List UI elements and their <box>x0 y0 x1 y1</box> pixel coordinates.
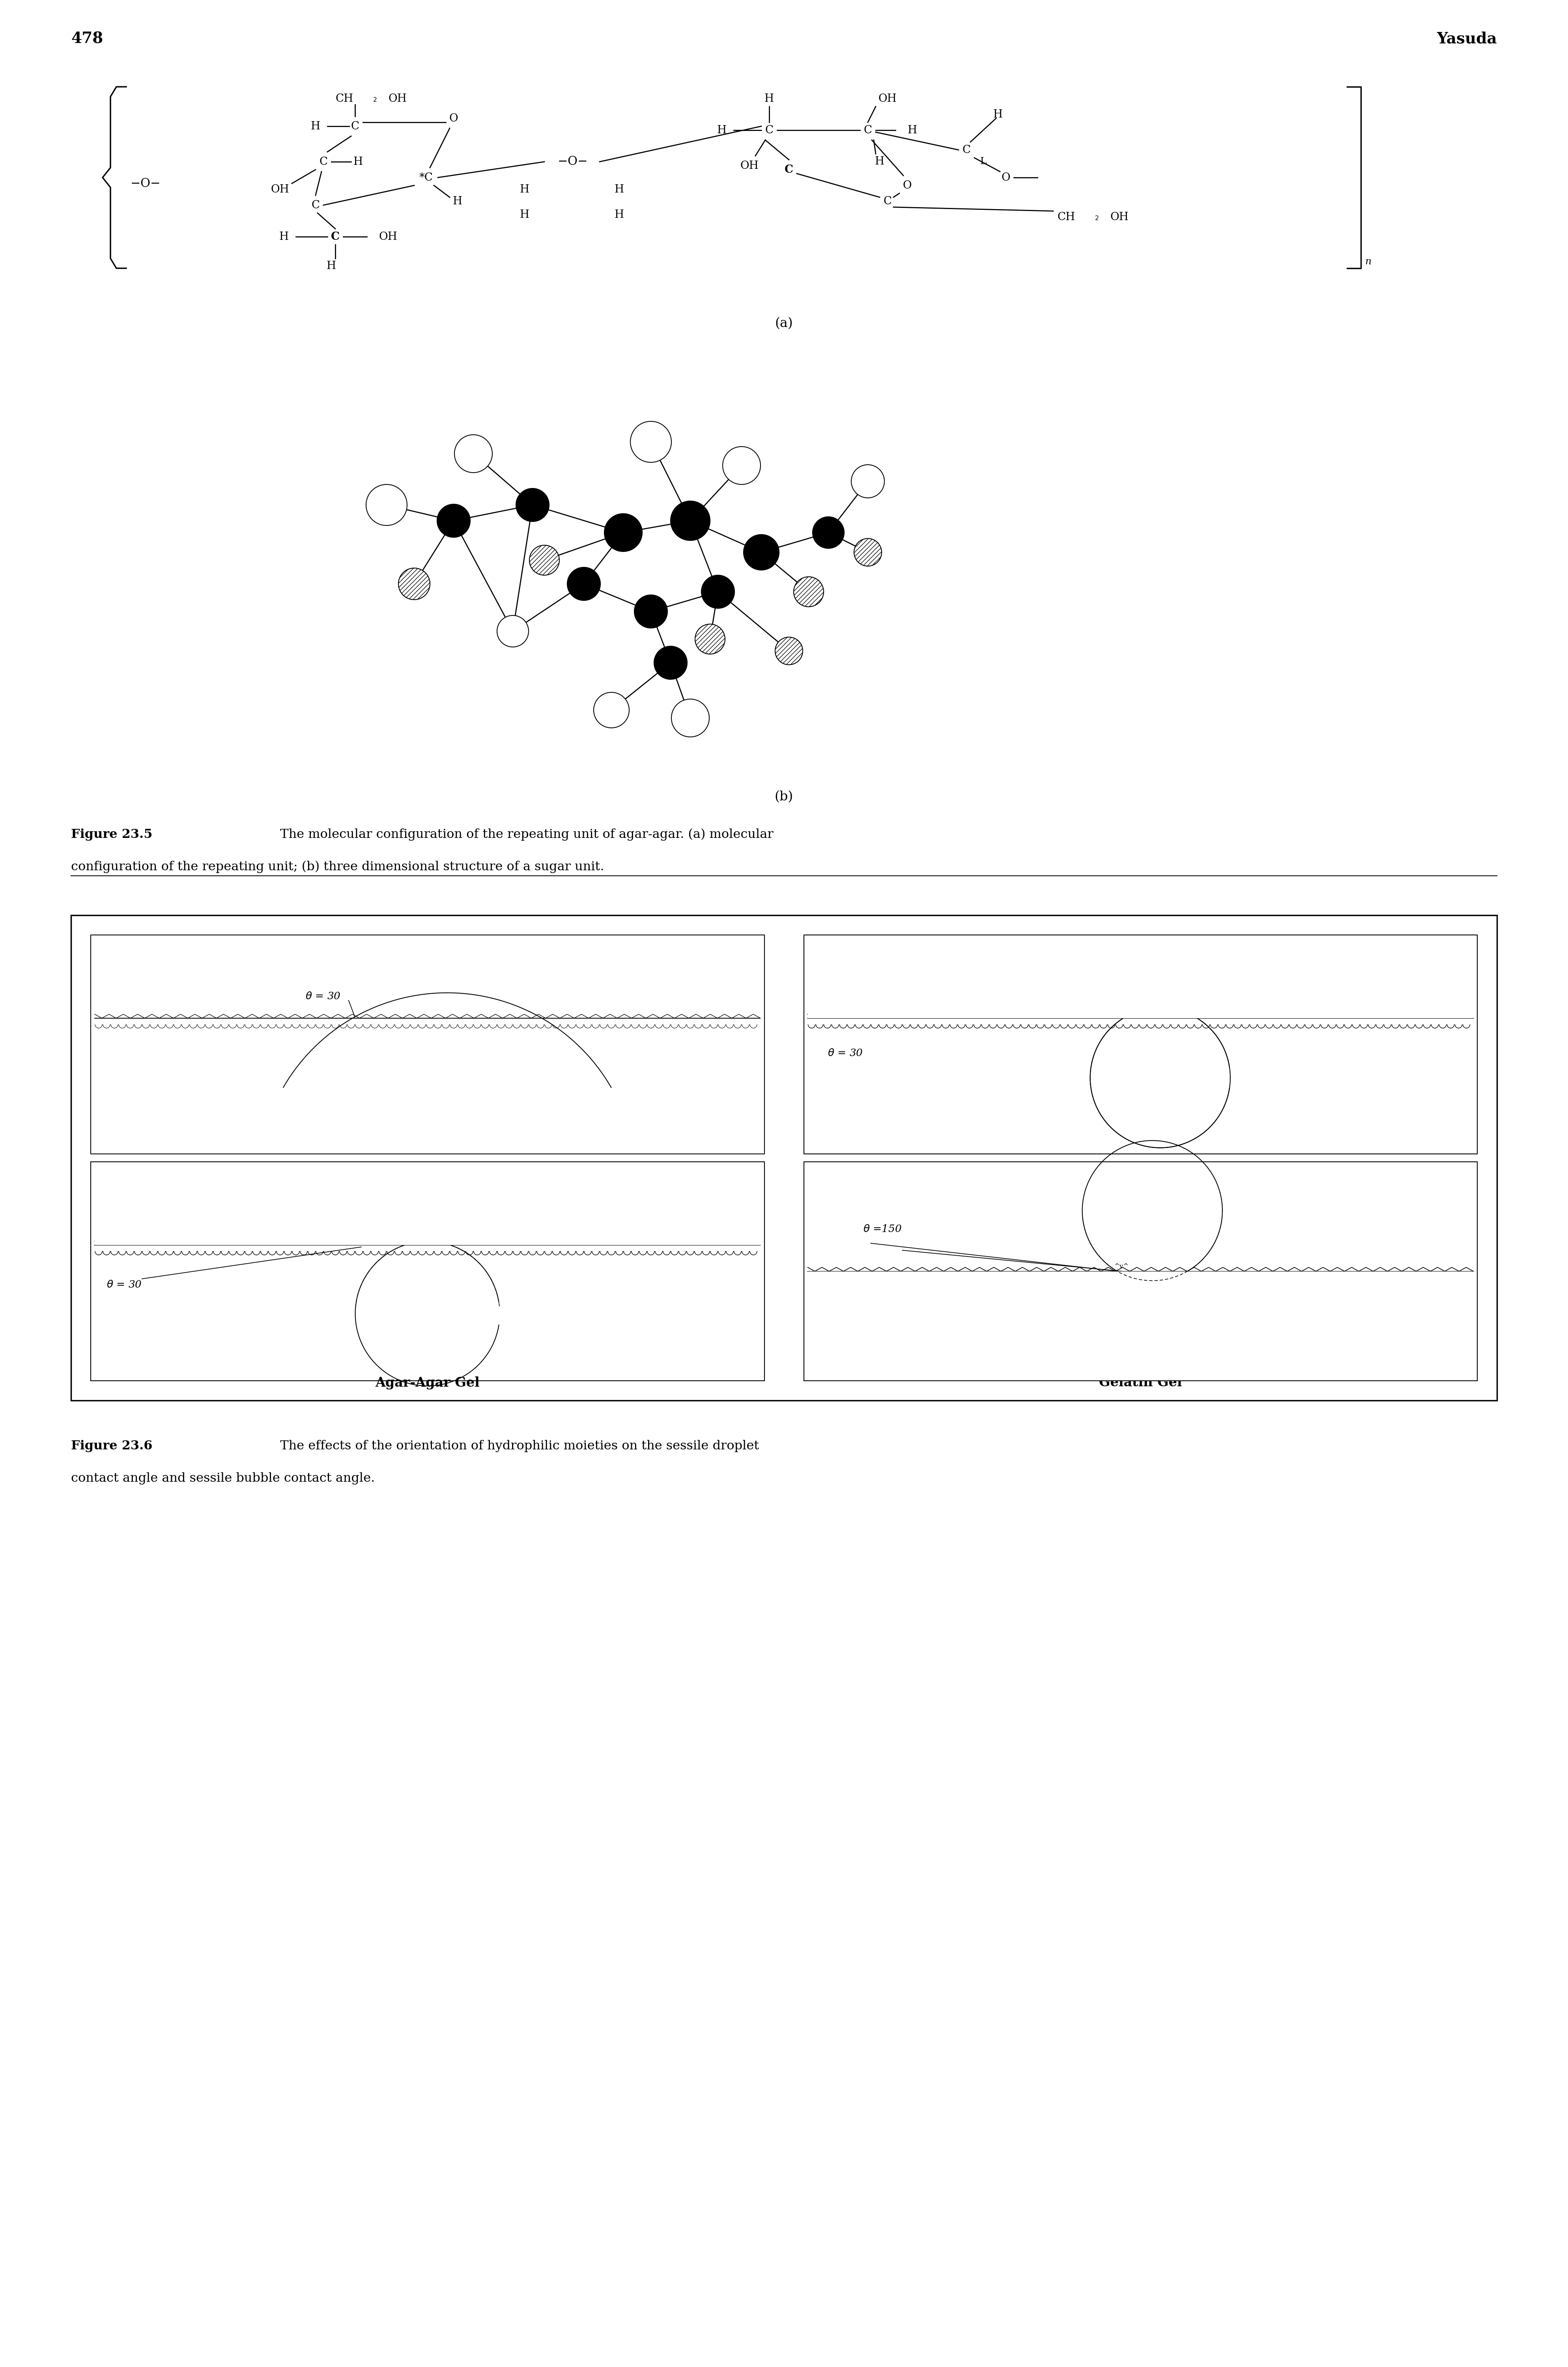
Text: H: H <box>326 260 336 272</box>
Text: H: H <box>717 125 726 135</box>
Text: configuration of the repeating unit; (b) three dimensional structure of a sugar : configuration of the repeating unit; (b)… <box>71 862 604 873</box>
Text: O: O <box>903 180 911 192</box>
Circle shape <box>497 615 528 646</box>
Text: $-$O$-$: $-$O$-$ <box>557 156 586 168</box>
Text: C: C <box>312 199 320 211</box>
Text: OH: OH <box>379 232 397 241</box>
Text: CH: CH <box>336 92 353 104</box>
Text: C: C <box>765 125 773 135</box>
Text: H: H <box>993 109 1004 121</box>
Bar <box>808 935 1474 1018</box>
Text: H: H <box>765 92 775 104</box>
Bar <box>804 1162 1477 1380</box>
Circle shape <box>365 485 408 525</box>
Circle shape <box>398 568 430 599</box>
Text: C: C <box>784 163 793 175</box>
Circle shape <box>630 421 671 462</box>
Circle shape <box>437 504 470 537</box>
Text: H: H <box>875 156 884 168</box>
Text: $\theta$ = 30: $\theta$ = 30 <box>828 1049 862 1058</box>
Text: *C: *C <box>419 173 433 182</box>
Text: Gelatin Gel: Gelatin Gel <box>1099 1375 1182 1389</box>
Bar <box>71 916 1497 1401</box>
Text: H: H <box>615 211 624 220</box>
Bar <box>91 1162 764 1380</box>
Text: C: C <box>320 156 328 168</box>
Text: The effects of the orientation of hydrophilic moieties on the sessile droplet: The effects of the orientation of hydrop… <box>273 1439 759 1451</box>
Text: H: H <box>521 185 530 194</box>
Text: $\theta$ = 30: $\theta$ = 30 <box>107 1281 141 1290</box>
Text: H: H <box>615 185 624 194</box>
Circle shape <box>455 436 492 473</box>
Circle shape <box>855 540 881 566</box>
Bar <box>91 935 764 1155</box>
Text: Agar-Agar Gel: Agar-Agar Gel <box>375 1375 480 1389</box>
Text: $-$O$-$: $-$O$-$ <box>130 178 160 189</box>
Text: Figure 23.5: Figure 23.5 <box>71 828 152 840</box>
Text: (a): (a) <box>775 317 793 329</box>
Text: OH: OH <box>1110 211 1129 222</box>
Text: $_2$: $_2$ <box>1094 213 1099 222</box>
Text: O: O <box>448 114 458 123</box>
Bar <box>804 935 1477 1155</box>
Bar <box>804 1162 1477 1380</box>
Bar <box>804 935 1477 1155</box>
Circle shape <box>516 488 549 521</box>
Text: L: L <box>980 156 986 166</box>
Text: C: C <box>331 232 340 241</box>
Text: OH: OH <box>389 92 408 104</box>
Text: C: C <box>864 125 872 135</box>
Text: n: n <box>1364 258 1370 267</box>
Circle shape <box>851 464 884 497</box>
Text: H: H <box>310 121 320 133</box>
Text: $\theta$ = 30: $\theta$ = 30 <box>306 992 340 1001</box>
Text: C: C <box>351 121 359 133</box>
Circle shape <box>671 698 709 736</box>
Text: H: H <box>453 196 463 206</box>
Circle shape <box>812 516 844 549</box>
Text: O: O <box>1002 173 1010 182</box>
Circle shape <box>530 544 560 575</box>
Text: Yasuda: Yasuda <box>1436 31 1497 47</box>
Circle shape <box>743 535 779 570</box>
Text: 478: 478 <box>71 31 103 47</box>
Text: H: H <box>908 125 917 135</box>
Circle shape <box>671 502 710 540</box>
Circle shape <box>695 625 724 653</box>
Text: OH: OH <box>740 161 759 170</box>
Text: $\theta$ =150: $\theta$ =150 <box>862 1224 902 1233</box>
Circle shape <box>775 637 803 665</box>
Text: C: C <box>963 144 971 156</box>
Bar <box>808 1271 1474 1380</box>
Circle shape <box>594 691 629 729</box>
Circle shape <box>635 594 668 627</box>
Text: H: H <box>521 211 530 220</box>
Text: (b): (b) <box>775 791 793 802</box>
Text: Figure 23.6: Figure 23.6 <box>71 1439 152 1451</box>
Text: $_2$: $_2$ <box>373 95 376 102</box>
Circle shape <box>723 447 760 485</box>
Text: OH: OH <box>878 92 897 104</box>
Text: The molecular configuration of the repeating unit of agar-agar. (a) molecular: The molecular configuration of the repea… <box>273 828 773 840</box>
Circle shape <box>604 514 643 552</box>
Text: ~^~: ~^~ <box>1143 1011 1162 1018</box>
Circle shape <box>793 578 823 606</box>
Text: H: H <box>353 156 362 168</box>
Circle shape <box>568 568 601 601</box>
Circle shape <box>654 646 687 679</box>
Text: C: C <box>883 196 892 206</box>
Text: OH: OH <box>271 185 289 194</box>
Bar <box>94 1162 760 1245</box>
Text: CH: CH <box>1057 211 1076 222</box>
Text: H: H <box>279 232 289 241</box>
Bar <box>91 1162 764 1380</box>
Text: contact angle and sessile bubble contact angle.: contact angle and sessile bubble contact… <box>71 1472 375 1484</box>
Text: ^v^: ^v^ <box>1113 1264 1129 1269</box>
Circle shape <box>701 575 734 608</box>
